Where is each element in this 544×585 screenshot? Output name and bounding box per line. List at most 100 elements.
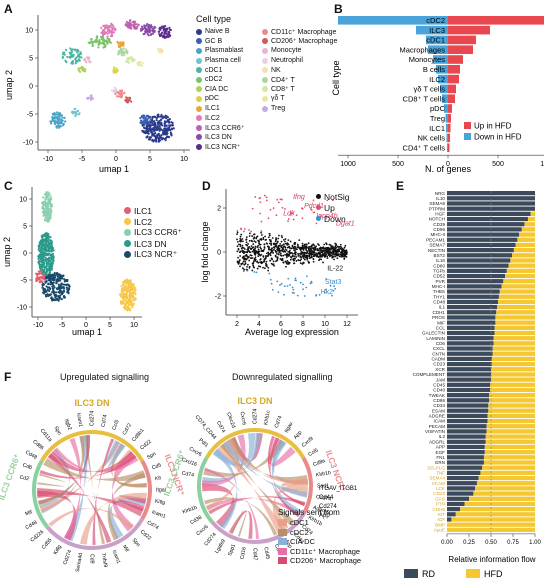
ma-point bbox=[268, 248, 271, 251]
legend-item: Monocyte bbox=[262, 46, 337, 56]
chord-gene-label: Cd8b1 bbox=[131, 427, 145, 443]
chord-gene-label: Itgal bbox=[156, 487, 166, 493]
umap-a-xtick: -10 bbox=[43, 156, 53, 163]
umap-point bbox=[95, 41, 98, 44]
ma-point bbox=[251, 235, 254, 237]
bar-e-category: SEMA7 bbox=[429, 243, 445, 248]
legend-swatch bbox=[262, 38, 268, 45]
ma-plot-d: 20-2 2 4 6 8 10 12 log fold change Average lo… bbox=[200, 189, 358, 337]
umap-point bbox=[142, 32, 145, 36]
legend-label: Neutrophil bbox=[271, 57, 303, 65]
umap-c-xtick: 0 bbox=[84, 322, 88, 329]
umap-point bbox=[96, 35, 99, 38]
umap-point bbox=[47, 276, 50, 280]
legend-label: Plasma cell bbox=[205, 57, 241, 65]
ma-point bbox=[322, 261, 324, 264]
chord-gene-label: Spn bbox=[131, 537, 142, 548]
bar-rd bbox=[447, 351, 493, 356]
umap-point bbox=[57, 283, 61, 286]
legend-label: CIA DC bbox=[290, 537, 316, 547]
ma-point bbox=[256, 260, 259, 263]
legend-label: ILC1 bbox=[205, 105, 220, 113]
umap-point bbox=[45, 191, 48, 194]
chord-gene-label: Cd274 bbox=[315, 494, 331, 503]
legend-swatch bbox=[278, 538, 287, 546]
ma-point bbox=[264, 255, 267, 257]
chord-gene-label: Cd47 bbox=[252, 548, 258, 561]
ma-point bbox=[299, 253, 302, 256]
ma-point bbox=[316, 248, 319, 250]
ma-point bbox=[258, 243, 261, 246]
umap-point bbox=[60, 293, 64, 296]
bar-e-category: IL16 bbox=[436, 258, 445, 263]
umap-point bbox=[50, 274, 54, 277]
umap-point bbox=[118, 293, 122, 296]
bar-e-category: VCAM bbox=[432, 481, 445, 486]
umap-point bbox=[149, 118, 152, 121]
umap-point bbox=[112, 69, 115, 72]
umap-point bbox=[91, 43, 94, 46]
bar-e-category: BST2 bbox=[434, 253, 446, 258]
ma-point bbox=[317, 243, 319, 245]
ma-point bbox=[256, 267, 259, 270]
umap-point bbox=[48, 239, 51, 242]
ma-point bbox=[286, 246, 289, 249]
panel-label-e: E bbox=[396, 179, 405, 193]
ma-point bbox=[259, 246, 262, 249]
ma-point bbox=[332, 289, 335, 292]
legend-item: Plasma cell bbox=[196, 56, 244, 66]
umap-c-ytick: 10 bbox=[19, 197, 27, 204]
umap-point bbox=[50, 210, 53, 214]
umap-point bbox=[114, 92, 117, 96]
umap-point bbox=[68, 51, 71, 54]
chord-ribbon bbox=[267, 435, 306, 507]
umap-point bbox=[118, 50, 122, 53]
chord-segment bbox=[46, 517, 144, 550]
umap-point bbox=[157, 30, 160, 33]
umap-point bbox=[42, 196, 45, 199]
umap-point bbox=[160, 134, 163, 137]
legend-swatch bbox=[464, 133, 471, 140]
bar-chart-e: NRGIL10SEMA6PTPRMHGFNOTCHCD39CD96MHC-IIP… bbox=[404, 191, 541, 579]
panel-d: D 2 0 -2 2 4 6 8 10 12 log fold change Average … bbox=[198, 177, 368, 337]
ma-point bbox=[330, 254, 333, 257]
umap-point bbox=[126, 25, 129, 28]
umap-point bbox=[37, 257, 40, 260]
umap-point bbox=[73, 110, 76, 113]
chord-ribbon bbox=[79, 492, 147, 545]
ma-point bbox=[345, 252, 348, 255]
legend-swatch bbox=[278, 547, 287, 555]
chord-ribbon bbox=[53, 447, 139, 473]
panel-c: C 10 5 0 -5 -10 -10 -5 0 5 10 umap 2 umap 1 ILC1… bbox=[0, 177, 200, 337]
bar-e-category: SEMA4 bbox=[429, 476, 445, 481]
umap-point bbox=[133, 286, 136, 289]
umap-point bbox=[98, 38, 101, 42]
umap-point bbox=[102, 46, 105, 49]
chord-gene-label: Cd274 bbox=[203, 532, 217, 548]
ma-point bbox=[246, 256, 249, 259]
umap-point bbox=[46, 273, 49, 276]
ma-point bbox=[326, 257, 329, 260]
ma-point bbox=[269, 208, 272, 211]
umap-point bbox=[121, 41, 124, 44]
umap-point bbox=[79, 52, 83, 55]
ma-point bbox=[245, 241, 248, 244]
ma-point bbox=[282, 238, 285, 241]
umap-point bbox=[151, 139, 154, 142]
legend-label: CD8⁺ T bbox=[271, 86, 295, 94]
bar-rd bbox=[447, 263, 509, 268]
ma-point bbox=[259, 196, 262, 199]
bar-rd bbox=[447, 434, 486, 439]
ma-point bbox=[297, 252, 299, 255]
umap-point bbox=[119, 93, 122, 96]
ma-point bbox=[336, 245, 339, 248]
ma-point bbox=[260, 231, 263, 234]
umap-point bbox=[126, 101, 129, 104]
chord-gene-label: Mif bbox=[121, 544, 130, 553]
ma-d-xtick: 4 bbox=[257, 321, 261, 328]
legend-label: ILC3 CCR6⁺ bbox=[134, 227, 182, 237]
umap-point bbox=[63, 51, 66, 54]
umap-point bbox=[123, 289, 126, 292]
ma-point bbox=[236, 260, 239, 263]
umap-point bbox=[152, 29, 155, 33]
